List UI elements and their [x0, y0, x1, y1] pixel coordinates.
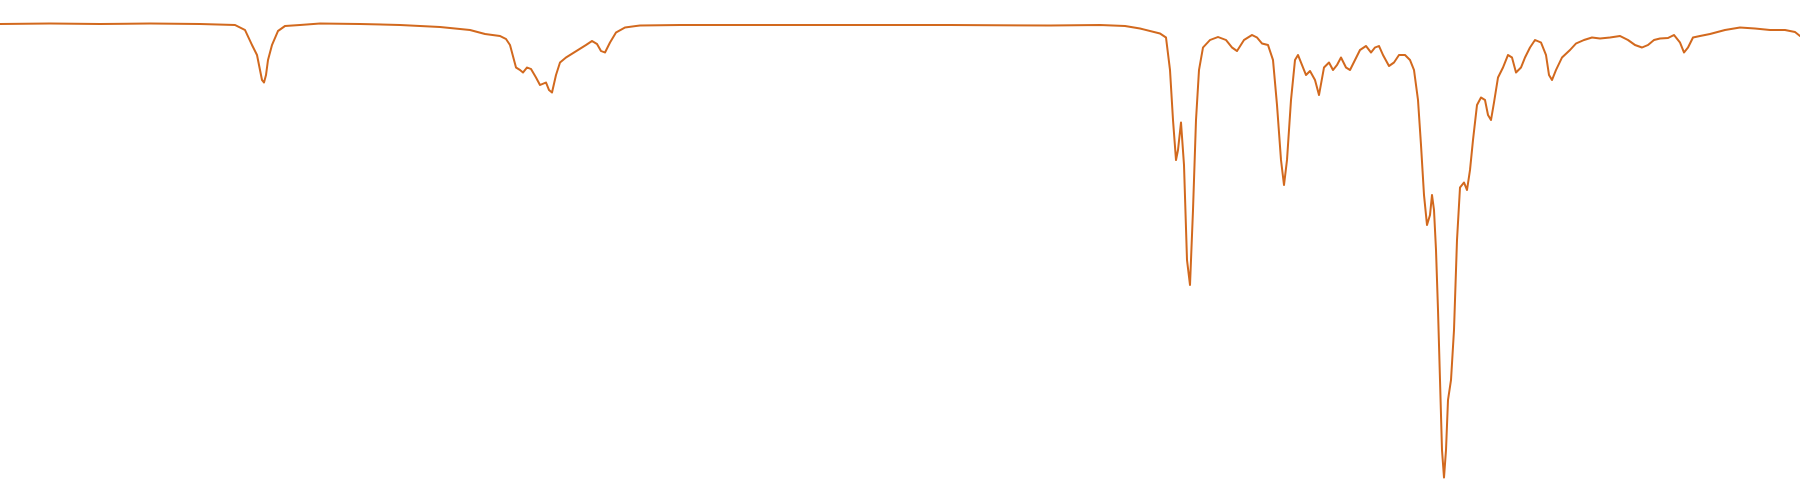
series-line-1 — [0, 22, 1800, 479]
series-layer — [0, 22, 1800, 479]
